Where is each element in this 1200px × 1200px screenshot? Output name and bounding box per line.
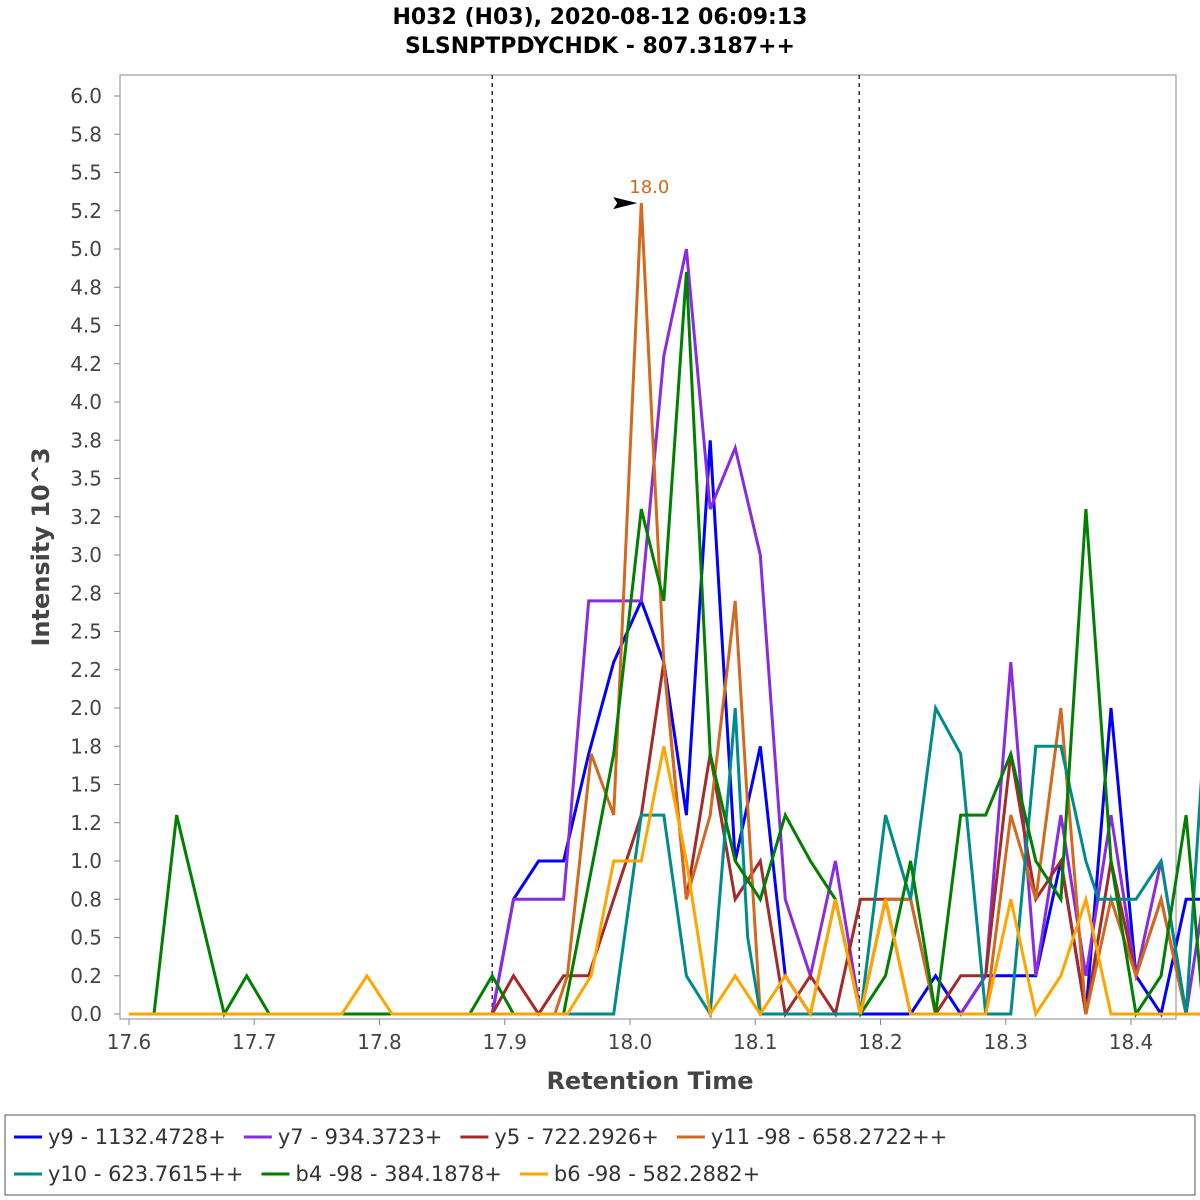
y-tick-label: 0.0	[70, 1002, 102, 1026]
x-tick-label: 17.9	[482, 1030, 527, 1054]
y-tick-label: 3.5	[70, 467, 102, 491]
y-tick-label: 4.5	[70, 314, 102, 338]
y-tick-label: 3.0	[70, 543, 102, 567]
series-lines	[129, 203, 1200, 1019]
y-tick-label: 6.0	[70, 84, 102, 108]
y-tick-label: 1.8	[70, 734, 102, 758]
y-tick-label: 2.5	[70, 620, 102, 644]
y-tick-label: 2.0	[70, 696, 102, 720]
y-tick-label: 5.2	[70, 199, 102, 223]
x-tick-label: 17.8	[357, 1030, 402, 1054]
x-tick-label: 18.4	[1109, 1030, 1154, 1054]
series-line-2	[129, 248, 1200, 1016]
peak-arrow	[613, 197, 638, 210]
y-tick-label: 1.2	[70, 811, 102, 835]
y-tick-label: 5.5	[70, 161, 102, 185]
peak-annotation: 18.0	[613, 177, 669, 210]
x-tick-label: 18.1	[733, 1030, 778, 1054]
chart-subtitle: SLSNPTPDYCHDK - 807.3187++	[405, 34, 795, 59]
peak-boundaries	[491, 75, 860, 1019]
legend-label: y9 - 1132.4728+	[48, 1125, 226, 1149]
y-tick-label: 0.5	[70, 926, 102, 950]
series-line-7	[129, 746, 1200, 1019]
y-tick-label: 4.8	[70, 275, 102, 299]
y-tick-label: 5.0	[70, 237, 102, 261]
y-tick-label: 0.8	[70, 887, 102, 911]
y-tick-label: 5.8	[70, 122, 102, 146]
y-axis-title: Intensity 10^3	[27, 447, 55, 646]
chart-title: H032 (H03), 2020-08-12 06:09:13	[393, 5, 808, 30]
y-tick-label: 3.8	[70, 428, 102, 452]
legend-label: b6 -98 - 582.2882+	[554, 1162, 760, 1186]
x-tick-label: 18.3	[983, 1030, 1028, 1054]
legend-label: y7 - 934.3723+	[278, 1125, 443, 1149]
y-tick-label: 3.2	[70, 505, 102, 529]
x-tick-label: 18.2	[858, 1030, 903, 1054]
y-tick-label: 4.2	[70, 352, 102, 376]
y-tick-label: 2.8	[70, 581, 102, 605]
legend	[4, 1114, 1196, 1196]
y-tick-label: 1.5	[70, 773, 102, 797]
series-line-5	[129, 703, 1200, 1019]
x-axis-title: Retention Time	[546, 1067, 753, 1095]
y-tick-label: 2.2	[70, 658, 102, 682]
y-tick-label: 1.0	[70, 849, 102, 873]
y-tick-label: 0.2	[70, 964, 102, 988]
peak-label: 18.0	[629, 177, 669, 198]
y-tick-label: 4.0	[70, 390, 102, 414]
legend-label: y10 - 623.7615++	[48, 1162, 243, 1186]
x-tick-label: 17.6	[107, 1030, 152, 1054]
plot-area	[119, 74, 1177, 1020]
legend-label: b4 -98 - 384.1878+	[295, 1162, 501, 1186]
legend-items: y9 - 1132.4728+ y7 - 934.3723+ y5 - 722.29…	[14, 1125, 947, 1186]
legend-label: y5 - 722.2926+	[494, 1125, 659, 1149]
y-axis: 0.0 0.2 0.5 0.8 1.0 1.2 1.5 1.8 2.0 2.2 2.5 2.8 3.0 3…	[70, 84, 120, 1026]
legend-label: y11 -98 - 658.2722++	[711, 1125, 947, 1149]
x-tick-label: 17.7	[232, 1030, 277, 1054]
x-axis: 17.6 17.7 17.8 17.9 18.0 18.1 18.2 18.3 18.4	[107, 1019, 1154, 1054]
x-tick-label: 18.0	[608, 1030, 653, 1054]
